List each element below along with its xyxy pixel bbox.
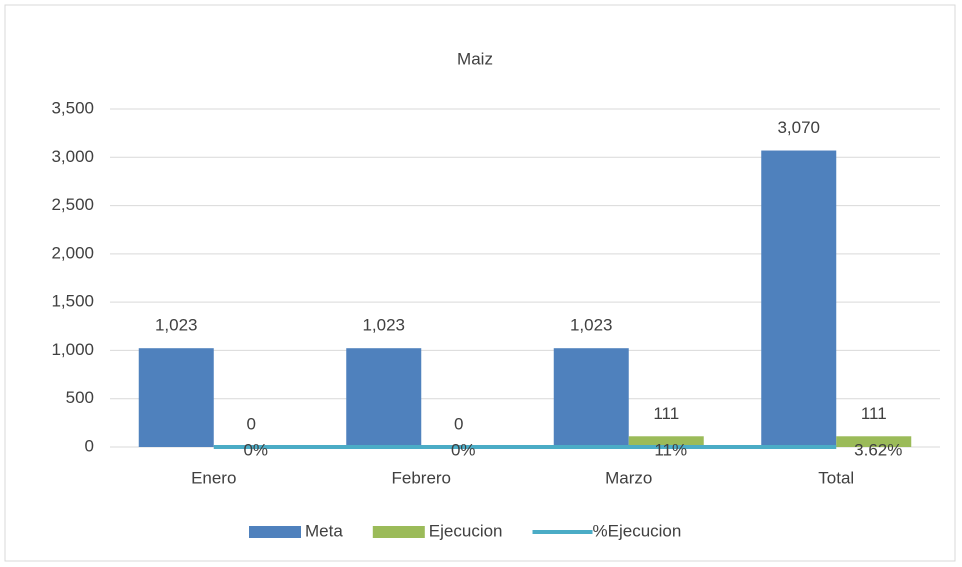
data-label: 3,070 [777, 118, 820, 137]
bar [836, 436, 912, 447]
line-label: 0% [243, 440, 268, 459]
bar [761, 150, 837, 448]
y-tick-label: 2,500 [51, 195, 94, 214]
data-label: 111 [653, 404, 679, 423]
bar [628, 436, 704, 447]
x-tick-label: Febrero [391, 468, 451, 487]
x-tick-label: Enero [191, 468, 236, 487]
y-tick-label: 3,500 [51, 98, 94, 117]
line-label: 11% [654, 440, 687, 459]
legend-label: %Ejecucion [593, 521, 682, 540]
data-label: 0 [454, 414, 463, 433]
legend-label: Meta [305, 521, 343, 540]
x-tick-label: Total [818, 468, 854, 487]
line-label: 3.62% [854, 440, 902, 459]
y-tick-label: 1,500 [51, 292, 94, 311]
chart-title: Maiz [457, 49, 493, 68]
y-tick-label: 500 [66, 388, 94, 407]
y-tick-label: 2,000 [51, 243, 94, 262]
y-tick-label: 0 [85, 436, 94, 455]
y-tick-label: 1,000 [51, 340, 94, 359]
bar [138, 348, 214, 447]
legend-swatch [372, 526, 425, 538]
data-label: 111 [861, 404, 887, 423]
y-tick-label: 3,000 [51, 147, 94, 166]
data-label: 1,023 [570, 316, 613, 335]
line-label: 0% [451, 440, 476, 459]
data-label: 0 [247, 414, 256, 433]
x-tick-label: Marzo [605, 468, 652, 487]
data-label: 1,023 [155, 316, 198, 335]
legend-swatch [249, 526, 301, 538]
data-label: 1,023 [362, 316, 405, 335]
bar [346, 348, 422, 447]
legend-label: Ejecucion [429, 521, 503, 540]
bar [553, 348, 629, 447]
